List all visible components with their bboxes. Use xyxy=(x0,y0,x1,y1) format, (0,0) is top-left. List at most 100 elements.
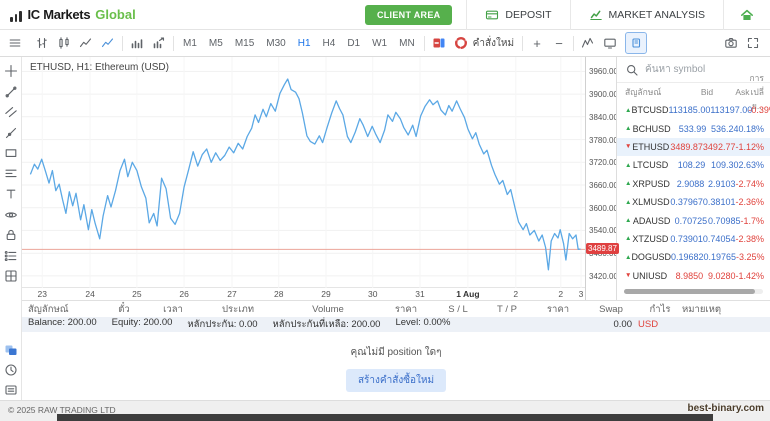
bid-price: 2.9088 xyxy=(676,178,705,189)
deposit-button[interactable]: DEPOSIT xyxy=(467,0,569,29)
timeframe-m30[interactable]: M30 xyxy=(266,37,286,49)
trade-tab-icon[interactable] xyxy=(4,343,18,357)
channels-icon[interactable] xyxy=(4,105,18,119)
copyright-text: © 2025 RAW TRADING LTD xyxy=(8,405,116,415)
volume-button[interactable] xyxy=(126,32,148,54)
symbol-name: XTZUSD xyxy=(632,233,669,244)
tick-volume-button[interactable] xyxy=(148,32,170,54)
shapes-icon[interactable] xyxy=(4,146,18,160)
daily-change: -2.36% xyxy=(735,197,764,208)
panels-toggle-button[interactable] xyxy=(625,32,648,54)
fullscreen-button[interactable] xyxy=(742,32,764,54)
logo-bar-icon xyxy=(10,17,13,22)
line-chart-active-button[interactable] xyxy=(97,32,119,54)
chart-canvas[interactable] xyxy=(22,57,585,288)
time-axis-label: 23 xyxy=(37,289,47,299)
market-analysis-button[interactable]: MARKET ANALYSIS xyxy=(571,0,723,29)
create-order-button[interactable]: สร้างคำสั่งซื้อใหม่ xyxy=(345,369,447,392)
watchlist-row-dogusd[interactable]: ▲ DOGUSD 0.19682 0.19765 -3.25% xyxy=(617,248,770,266)
object-tree-icon[interactable] xyxy=(4,249,18,263)
deposit-icon xyxy=(485,8,499,22)
ask-price: 0.19765 xyxy=(703,252,737,263)
price-chart[interactable]: ETHUSD, H1: Ethereum (USD) xyxy=(22,57,585,288)
down-arrow-icon: ▼ xyxy=(625,272,632,280)
empty-positions: คุณไม่มี position ใดๆ สร้างคำสั่งซื้อใหม… xyxy=(22,345,770,392)
daily-change: -0.39% xyxy=(748,105,770,116)
new-order-label[interactable]: คำสั่งใหม่ xyxy=(472,37,515,49)
timeframe-h4[interactable]: H4 xyxy=(322,37,336,49)
search-input[interactable] xyxy=(645,64,764,75)
watchlist-row-xlmusd[interactable]: ▲ XLMUSD 0.37967 0.38101 -2.36% xyxy=(617,193,770,211)
zoom-out-button[interactable]: − xyxy=(555,35,563,51)
toolbar-divider xyxy=(173,35,174,51)
zoom-in-button[interactable]: + xyxy=(533,35,541,51)
timeframe-w1[interactable]: W1 xyxy=(372,37,388,49)
home-icon xyxy=(740,8,754,22)
history-tab-icon[interactable] xyxy=(4,363,18,377)
watchlist-row-ethusd[interactable]: ▼ ETHUSD 3489.87 3492.77 -1.12% xyxy=(617,137,770,157)
watchlist-row-uniusd[interactable]: ▼ UNIUSD 8.9850 9.0280 -1.42% xyxy=(617,267,770,285)
bottom-dark-bar xyxy=(57,414,713,421)
text-icon[interactable] xyxy=(4,187,18,201)
watchlist-scrollbar[interactable] xyxy=(624,288,763,294)
positions-column-header: สัญลักษณ์ xyxy=(28,303,69,315)
symbol-search[interactable] xyxy=(617,57,770,83)
lock-icon[interactable] xyxy=(4,228,18,242)
watchlist-row-xrpusd[interactable]: ▲ XRPUSD 2.9088 2.9103 -2.74% xyxy=(617,175,770,193)
price-axis-label: 3540.00 xyxy=(589,226,618,236)
eye-icon[interactable] xyxy=(4,208,18,222)
depth-of-market-button[interactable] xyxy=(599,32,621,54)
daily-change: 2.63% xyxy=(738,160,764,171)
bars-chart-button[interactable] xyxy=(31,32,53,54)
up-arrow-icon: ▲ xyxy=(625,217,632,225)
client-area-button[interactable]: CLIENT AREA xyxy=(364,4,453,25)
timeframe-m15[interactable]: M15 xyxy=(234,37,255,49)
scrollbar-thumb[interactable] xyxy=(624,288,755,294)
icmarkets-logo[interactable]: IC Markets Global xyxy=(10,7,136,22)
screenshot-button[interactable] xyxy=(720,32,742,54)
time-axis-label: 29 xyxy=(321,289,331,299)
timeframe-mn[interactable]: MN xyxy=(399,37,415,49)
up-arrow-icon: ▲ xyxy=(625,106,632,114)
timeframe-h1[interactable]: H1 xyxy=(297,37,311,49)
new-order-icon[interactable] xyxy=(450,32,472,54)
price-axis-label: 3840.00 xyxy=(589,112,618,122)
timeframe-m1[interactable]: M1 xyxy=(183,37,197,49)
home-button[interactable] xyxy=(724,0,770,29)
price-axis-label: 3420.00 xyxy=(589,271,618,281)
watchlist-row-ltcusd[interactable]: ▲ LTCUSD 108.29 109.30 2.63% xyxy=(617,156,770,174)
positions-column-header: ราคา xyxy=(394,303,418,315)
grid-icon[interactable] xyxy=(4,269,18,283)
drawing-toolbar xyxy=(0,57,21,283)
trend-line-icon[interactable] xyxy=(4,85,18,99)
watchlist-row-xtzusd[interactable]: ▲ XTZUSD 0.73901 0.74054 -2.38% xyxy=(617,230,770,248)
watchlist-row-bchusd[interactable]: ▲ BCHUSD 533.99 536.24 0.18% xyxy=(617,119,770,137)
watchlist-row-adausd[interactable]: ▲ ADAUSD 0.70725 0.70985 -1.7% xyxy=(617,211,770,229)
crosshair-icon[interactable] xyxy=(4,64,18,78)
time-axis[interactable]: 23 24 25 26 27 28 29 30 31 1 Aug 2 2 3 xyxy=(22,288,585,300)
line-chart-button[interactable] xyxy=(75,32,97,54)
time-axis-label: 3 xyxy=(578,289,584,299)
fib-retracement-icon[interactable] xyxy=(4,167,18,181)
price-axis[interactable]: 3960.00 3900.00 3840.00 3780.00 3720.00 3660.… xyxy=(585,57,619,300)
menu-button[interactable] xyxy=(4,32,26,54)
balance-items: Balance: 200.00 Equity: 200.00 หลักประกัน:… xyxy=(28,317,450,332)
balance-item: หลักประกันที่เหลือ: 200.00 xyxy=(272,319,381,330)
time-axis-label: 25 xyxy=(132,289,142,299)
positions-panel: สัญลักษณ์ ตั๋ว เวลา ประเภท Volume ราคา S / L T … xyxy=(22,300,770,400)
price-axis-label: 3780.00 xyxy=(589,135,618,145)
up-arrow-icon: ▲ xyxy=(625,198,632,206)
balance-item: Balance: 200.00 xyxy=(28,317,97,328)
timeframe-d1[interactable]: D1 xyxy=(347,37,361,49)
time-axis-label: 26 xyxy=(179,289,189,299)
ray-icon[interactable] xyxy=(4,126,18,140)
bid-price: 113185.00 xyxy=(668,105,711,116)
watchlist-rows: ▲BTCUSD113185.00113197.00-0.39%▲BCHUSD53… xyxy=(617,101,770,285)
timeframe-m5[interactable]: M5 xyxy=(208,37,223,49)
candles-chart-button[interactable] xyxy=(53,32,75,54)
one-click-trading-icon[interactable] xyxy=(428,32,450,54)
ask-price: 9.0280 xyxy=(707,270,736,281)
news-tab-icon[interactable] xyxy=(4,383,18,397)
indicators-button[interactable] xyxy=(577,32,599,54)
